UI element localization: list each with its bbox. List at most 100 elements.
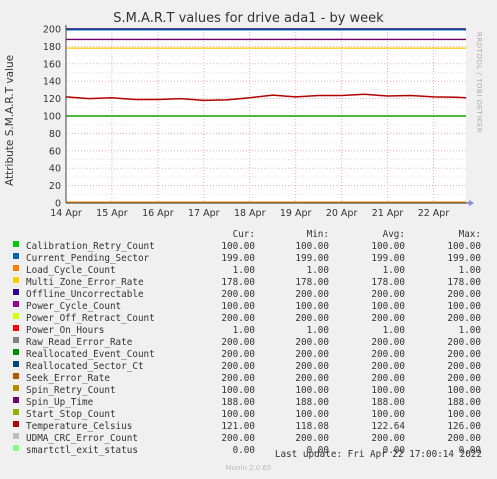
legend-row: UDMA_CRC_Error_Count 200.00 200.00 200.00 20… (13, 433, 481, 445)
legend-row: Raw_Read_Error_Rate 200.00 200.00 200.00 200… (13, 337, 481, 349)
legend-table: Cur: Min: Avg: Max: Calibration_Retry_Co… (13, 229, 481, 457)
legend-swatch (13, 337, 19, 343)
y-tick-label: 80 (49, 129, 61, 140)
legend-avg-value: 100.00 (371, 241, 405, 252)
legend-row: Current_Pending_Sector 199.00 199.00 199.00… (13, 253, 481, 265)
legend-max-value: 200.00 (447, 349, 481, 360)
legend-cur-value: 200.00 (221, 313, 255, 324)
legend-cur-value: 200.00 (221, 337, 255, 348)
x-tick-label: 20 Apr (326, 208, 358, 219)
legend-avg-value: 1.00 (382, 265, 405, 276)
legend-cur-value: 100.00 (221, 301, 255, 312)
legend-min-value: 200.00 (295, 289, 329, 300)
legend-row: Reallocated_Event_Count 200.00 200.00 200.0… (13, 349, 481, 361)
legend-series-name: Reallocated_Event_Count (26, 349, 155, 360)
x-tick-label: 21 Apr (372, 208, 404, 219)
x-axis-arrow (469, 200, 474, 206)
legend-max-value: 200.00 (447, 361, 481, 372)
x-tick-label: 18 Apr (234, 208, 266, 219)
legend-swatch (13, 397, 19, 403)
legend-max-value: 200.00 (447, 313, 481, 324)
legend-max-value: 100.00 (447, 385, 481, 396)
legend-avg-value: 200.00 (371, 289, 405, 300)
x-tick-label: 19 Apr (280, 208, 312, 219)
legend-min-value: 200.00 (295, 349, 329, 360)
legend-row: Power_On_Hours 1.00 1.00 1.00 1.00 (13, 325, 481, 337)
legend-swatch (13, 421, 19, 427)
legend-avg-value: 122.64 (371, 421, 405, 432)
legend-max-value: 1.00 (458, 265, 481, 276)
last-update: Last update: Fri Apr 22 17:00:14 2022 (274, 449, 482, 460)
header-max: Max: (458, 229, 481, 240)
legend-avg-value: 200.00 (371, 313, 405, 324)
x-tick-label: 17 Apr (188, 208, 220, 219)
legend-max-value: 200.00 (447, 373, 481, 384)
legend-min-value: 118.08 (295, 421, 329, 432)
y-tick-label: 100 (43, 112, 61, 123)
legend-series-name: Multi_Zone_Error_Rate (26, 277, 144, 288)
legend-swatch (13, 277, 19, 283)
legend-cur-value: 1.00 (232, 265, 255, 276)
legend-cur-value: 200.00 (221, 433, 255, 444)
header-avg: Avg: (382, 229, 405, 240)
legend-min-value: 199.00 (295, 253, 329, 264)
legend-series-name: Power_Cycle_Count (26, 301, 122, 312)
legend-max-value: 199.00 (447, 253, 481, 264)
legend-series-name: UDMA_CRC_Error_Count (26, 433, 138, 444)
legend-avg-value: 200.00 (371, 361, 405, 372)
legend-min-value: 200.00 (295, 433, 329, 444)
legend-row: Start_Stop_Count 100.00 100.00 100.00 100.00 (13, 409, 481, 421)
legend-min-value: 200.00 (295, 373, 329, 384)
legend-max-value: 100.00 (447, 301, 481, 312)
legend-series-name: Current_Pending_Sector (26, 253, 150, 264)
legend-swatch (13, 241, 19, 247)
legend-swatch (13, 325, 19, 331)
legend-cur-value: 200.00 (221, 361, 255, 372)
legend-min-value: 100.00 (295, 385, 329, 396)
legend-cur-value: 100.00 (221, 241, 255, 252)
legend-swatch (13, 289, 19, 295)
legend-row: Calibration_Retry_Count 100.00 100.00 100.0… (13, 241, 481, 253)
y-tick-label: 120 (43, 94, 61, 105)
y-tick-label: 20 (49, 181, 61, 192)
legend-min-value: 188.00 (295, 397, 329, 408)
x-tick-label: 14 Apr (50, 208, 82, 219)
legend-min-value: 1.00 (306, 265, 329, 276)
legend-max-value: 178.00 (447, 277, 481, 288)
legend-cur-value: 200.00 (221, 289, 255, 300)
legend-row: Power_Cycle_Count 100.00 100.00 100.00 100.0… (13, 301, 481, 313)
legend-row: Spin_Retry_Count 100.00 100.00 100.00 100.00 (13, 385, 481, 397)
legend-avg-value: 0.00 (382, 445, 405, 456)
chart-title: S.M.A.R.T values for drive ada1 - by wee… (113, 11, 384, 26)
legend-max-value: 200.00 (447, 289, 481, 300)
legend-avg-value: 188.00 (371, 397, 405, 408)
legend-max-value: 126.00 (447, 421, 481, 432)
legend-avg-value: 200.00 (371, 433, 405, 444)
x-tick-label: 16 Apr (142, 208, 174, 219)
legend-cur-value: 0.00 (232, 445, 255, 456)
legend-max-value: 188.00 (447, 397, 481, 408)
legend-max-value: 1.00 (458, 325, 481, 336)
legend-series-name: smartctl_exit_status (26, 445, 138, 456)
y-tick-label: 200 (43, 25, 61, 36)
legend-series-name: Reallocated_Sector_Ct (26, 361, 144, 372)
legend-swatch (13, 349, 19, 355)
legend-row: Power_Off_Retract_Count 200.00 200.00 200.0… (13, 313, 481, 325)
legend-cur-value: 200.00 (221, 373, 255, 384)
legend-cur-value: 100.00 (221, 385, 255, 396)
header-min: Min: (306, 229, 329, 240)
legend-row: Seek_Error_Rate 200.00 200.00 200.00 200.00 (13, 373, 481, 385)
legend-swatch (13, 301, 19, 307)
legend-cur-value: 199.00 (221, 253, 255, 264)
legend-row: Temperature_Celsius 121.00 118.08 122.64 126… (13, 421, 481, 433)
x-tick-label: 15 Apr (96, 208, 128, 219)
plot-area: 14 Apr 15 Apr 16 Apr 17 Apr 18 Apr 19 Apr 20 A… (43, 25, 474, 219)
legend-min-value: 200.00 (295, 313, 329, 324)
y-tick-label: 0 (55, 199, 61, 210)
legend-series-name: Power_On_Hours (26, 325, 105, 336)
legend-min-value: 100.00 (295, 409, 329, 420)
legend-min-value: 178.00 (295, 277, 329, 288)
legend-series-name: Spin_Up_Time (26, 397, 94, 408)
header-cur: Cur: (232, 229, 255, 240)
